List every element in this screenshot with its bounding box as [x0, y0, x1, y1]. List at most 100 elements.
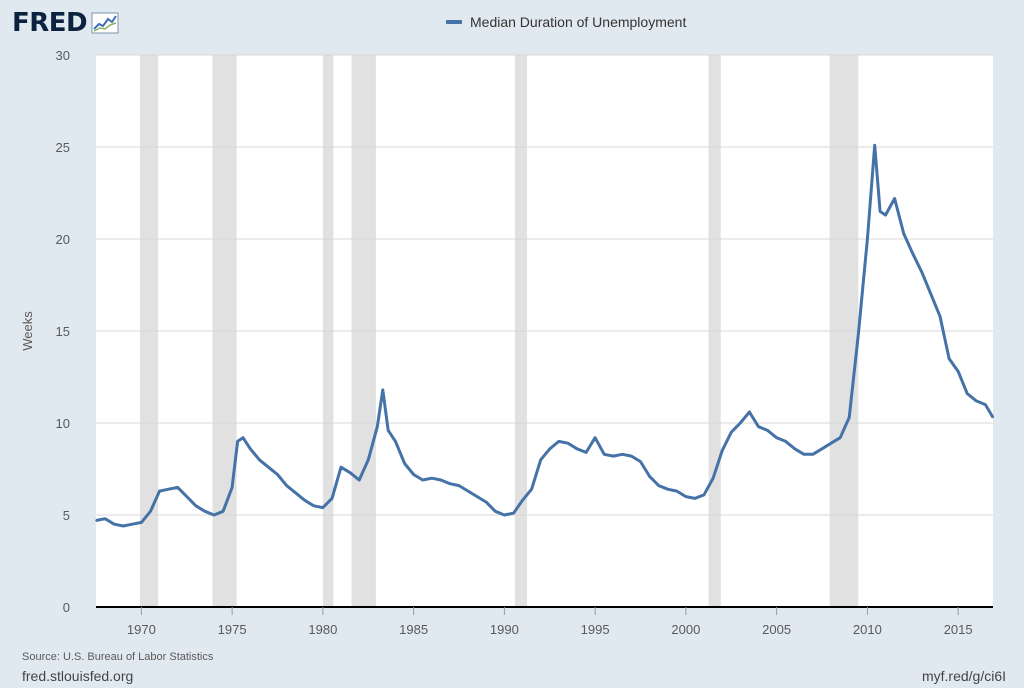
- data-point: [748, 411, 751, 413]
- data-point: [992, 416, 994, 419]
- data-point: [921, 271, 923, 273]
- data-point: [567, 442, 569, 445]
- data-point: [467, 490, 469, 492]
- data-point: [140, 521, 143, 524]
- data-point: [131, 523, 134, 525]
- data-point: [612, 455, 615, 457]
- data-point: [948, 357, 950, 360]
- data-point: [485, 501, 488, 503]
- data-point: [603, 453, 606, 456]
- data-point: [639, 460, 642, 463]
- legend-swatch: [446, 20, 462, 24]
- data-point: [349, 471, 351, 474]
- data-point: [975, 400, 978, 402]
- data-point: [340, 466, 342, 468]
- data-point: [242, 436, 244, 439]
- y-tick-label: 30: [56, 48, 70, 63]
- data-point: [521, 499, 524, 502]
- data-point: [376, 425, 379, 428]
- data-point: [930, 293, 932, 296]
- y-tick-label: 25: [56, 140, 70, 155]
- data-point: [95, 519, 97, 522]
- data-point: [458, 484, 460, 487]
- legend-label: Median Duration of Unemployment: [470, 14, 687, 30]
- data-point: [213, 514, 215, 516]
- source-text: Source: U.S. Bureau of Labor Statistics: [22, 651, 214, 663]
- data-point: [866, 238, 869, 240]
- data-point: [176, 486, 179, 489]
- data-point: [911, 252, 914, 255]
- data-point: [657, 484, 660, 487]
- data-point: [775, 436, 778, 439]
- data-point: [784, 440, 787, 443]
- data-point: [957, 370, 959, 373]
- data-point: [739, 422, 742, 424]
- x-tick-label: 1990: [490, 622, 519, 637]
- data-point: [530, 488, 533, 491]
- data-point: [449, 482, 451, 485]
- x-tick-label: 2010: [853, 622, 882, 637]
- data-point: [313, 505, 315, 507]
- data-point: [322, 506, 324, 509]
- data-point: [236, 440, 239, 443]
- y-tick-label: 0: [63, 600, 70, 615]
- data-point: [421, 479, 424, 481]
- y-tick-label: 5: [63, 508, 70, 523]
- data-point: [494, 510, 497, 513]
- data-point: [294, 492, 297, 494]
- data-point: [893, 197, 896, 200]
- data-point: [367, 459, 370, 461]
- data-point: [757, 425, 760, 428]
- x-tick-label: 2005: [762, 622, 791, 637]
- data-point: [676, 490, 678, 492]
- x-tick-label: 1985: [399, 622, 428, 637]
- site-link[interactable]: fred.stlouisfed.org: [22, 668, 134, 684]
- data-point: [285, 484, 288, 487]
- fred-logo[interactable]: FRED: [12, 8, 119, 38]
- line-chart-icon: [91, 12, 119, 34]
- data-point: [558, 440, 560, 443]
- data-point: [267, 466, 270, 468]
- y-tick-label: 20: [56, 232, 70, 247]
- data-point: [793, 447, 796, 450]
- data-point: [167, 488, 170, 491]
- data-point: [222, 510, 224, 513]
- data-point: [149, 510, 152, 513]
- data-point: [621, 453, 624, 456]
- data-point: [231, 486, 233, 489]
- data-point: [539, 459, 542, 461]
- data-point: [358, 479, 360, 481]
- data-point: [503, 514, 506, 516]
- data-point: [576, 447, 578, 450]
- data-point: [666, 488, 669, 491]
- data-point: [830, 442, 832, 445]
- data-point: [122, 525, 125, 527]
- data-point: [394, 440, 397, 443]
- data-point: [884, 214, 887, 216]
- data-point: [113, 523, 115, 525]
- data-point: [812, 453, 814, 456]
- short-link[interactable]: myf.red/g/ci6I: [921, 668, 1006, 684]
- data-point: [331, 497, 333, 500]
- data-point: [195, 505, 197, 507]
- data-point: [984, 403, 987, 406]
- data-point: [585, 451, 587, 454]
- data-point: [204, 510, 206, 513]
- y-tick-label: 15: [56, 324, 70, 339]
- data-point: [276, 473, 279, 476]
- data-point: [476, 495, 478, 498]
- data-point: [249, 447, 252, 450]
- data-point: [803, 453, 805, 456]
- data-point: [730, 431, 733, 434]
- y-axis-label: Weeks: [20, 311, 35, 351]
- data-point: [857, 333, 860, 336]
- data-point: [712, 477, 714, 480]
- data-point: [703, 493, 705, 496]
- x-tick-label: 1995: [581, 622, 610, 637]
- data-point: [939, 315, 941, 318]
- x-tick-label: 2000: [671, 622, 700, 637]
- chart-legend: Median Duration of Unemployment: [446, 14, 686, 30]
- data-point: [158, 490, 161, 492]
- data-point: [966, 392, 969, 395]
- data-point: [381, 389, 384, 391]
